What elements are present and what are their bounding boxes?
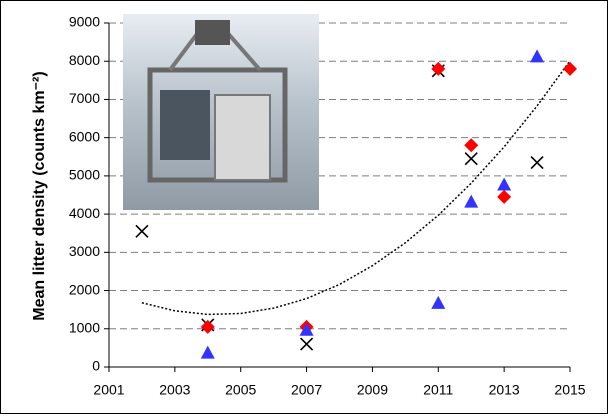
y-tick-label: 0 xyxy=(92,358,100,374)
x-tick-label: 2011 xyxy=(423,382,453,398)
x-tick-label: 2003 xyxy=(159,382,190,398)
photo xyxy=(123,14,319,210)
chart: Mean litter density (counts km⁻²) 0 1000 2… xyxy=(0,0,608,414)
x-tick-label: 2015 xyxy=(554,382,585,398)
y-tick-label: 4000 xyxy=(69,205,100,221)
y-tick-label: 5000 xyxy=(69,167,100,183)
y-axis-title: Mean litter density (counts km⁻²) xyxy=(31,71,48,320)
x-tick-label: 2005 xyxy=(225,382,256,398)
x-tick-label: 2007 xyxy=(291,382,322,398)
y-tick-label: 1000 xyxy=(69,319,100,335)
y-tick-label: 7000 xyxy=(69,90,100,106)
y-tick-label: 9000 xyxy=(69,14,100,30)
y-tick-label: 6000 xyxy=(69,128,100,144)
x-tick-label: 2013 xyxy=(489,382,520,398)
x-tick-label: 2001 xyxy=(93,382,124,398)
y-tick-label: 8000 xyxy=(69,52,100,68)
x-tick-label: 2009 xyxy=(357,382,388,398)
y-tick-label: 2000 xyxy=(69,281,100,297)
y-tick-label: 3000 xyxy=(69,243,100,259)
